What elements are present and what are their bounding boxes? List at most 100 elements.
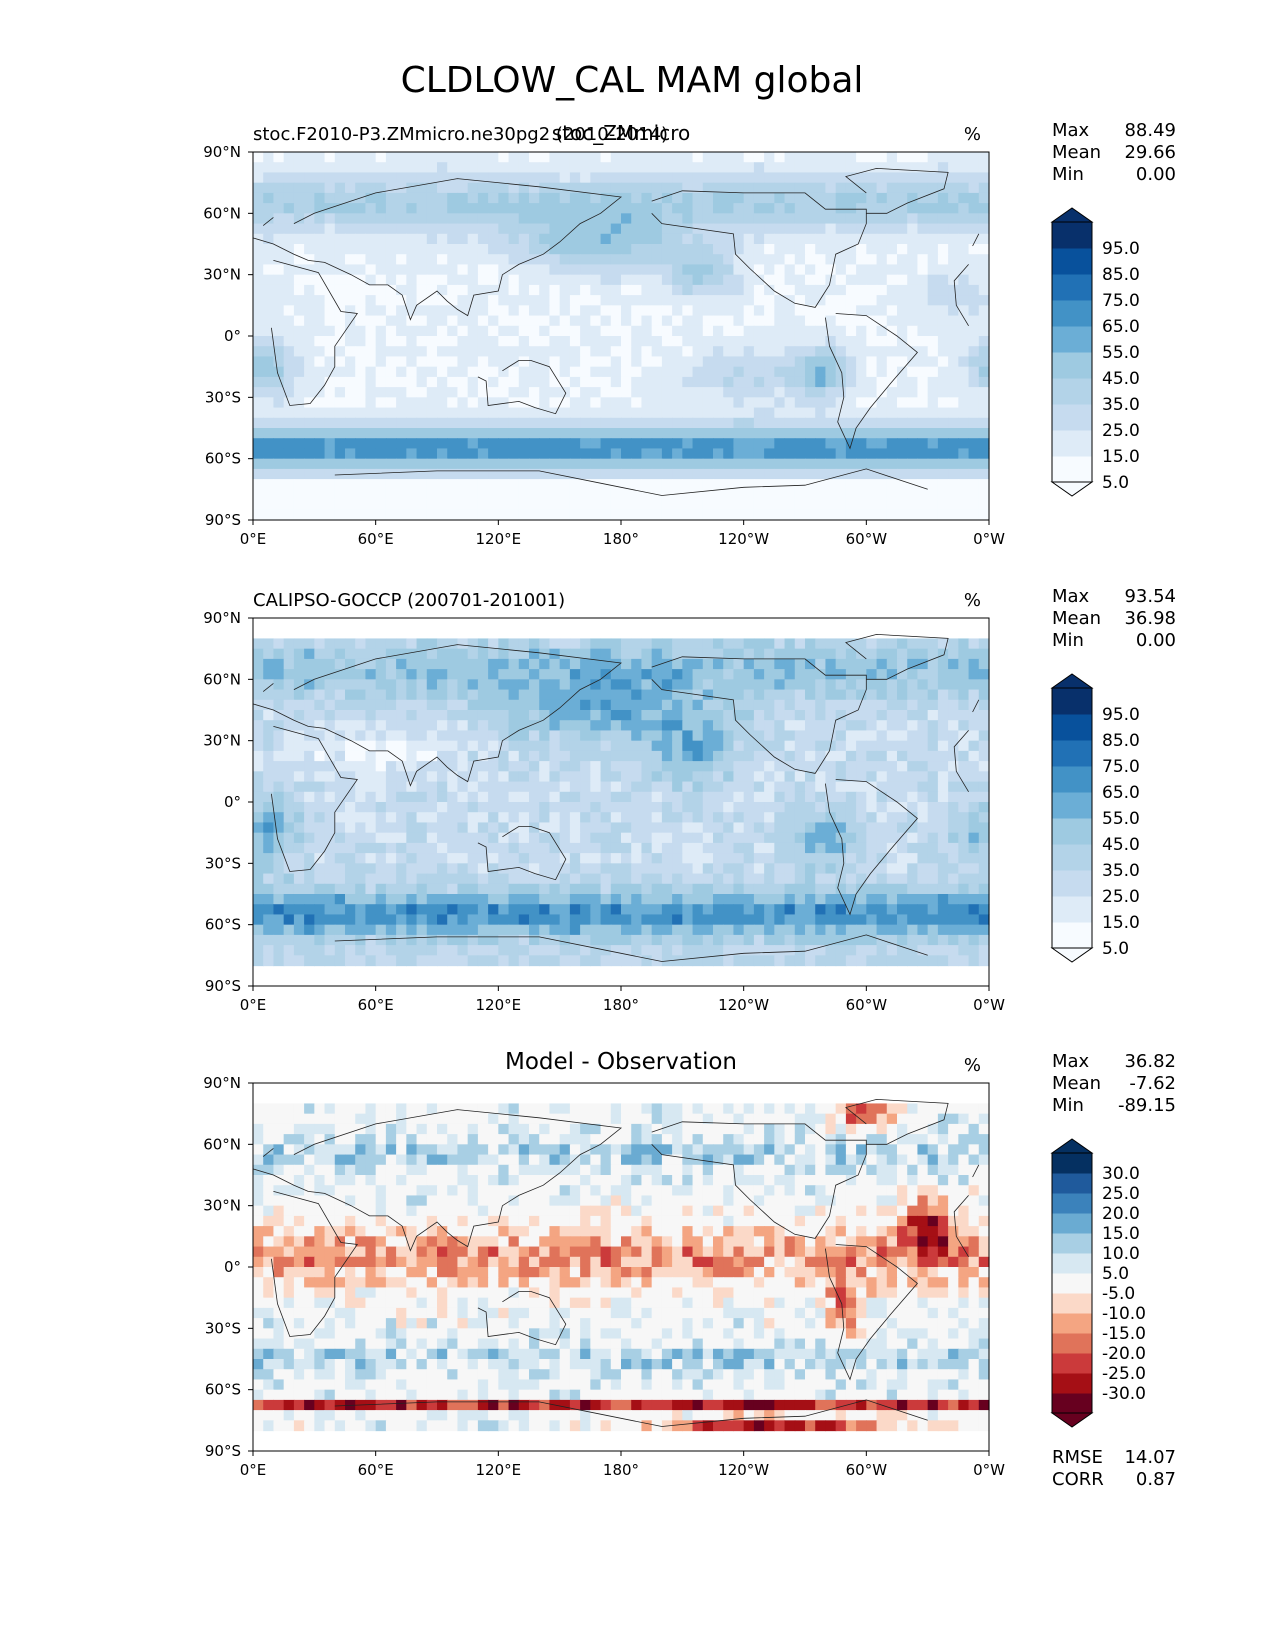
heatmap-cell: [559, 244, 571, 255]
heatmap-cell: [672, 489, 683, 501]
heatmap-cell: [621, 295, 632, 306]
heatmap-cell: [692, 417, 704, 429]
heatmap-cell: [978, 428, 990, 439]
heatmap-cell: [825, 417, 837, 429]
heatmap-cell: [508, 407, 520, 419]
heatmap-cell: [539, 832, 551, 844]
heatmap-cell: [794, 945, 806, 956]
heatmap-cell: [580, 842, 591, 854]
heatmap-cell: [385, 710, 397, 721]
heatmap-cell: [447, 699, 459, 711]
heatmap-cell: [958, 376, 970, 388]
heatmap-cell: [723, 233, 735, 245]
heatmap-cell: [406, 853, 418, 864]
heatmap-cell: [784, 172, 796, 184]
heatmap-cell: [845, 254, 857, 266]
heatmap-cell: [529, 832, 540, 844]
heatmap-cell: [253, 740, 264, 752]
heatmap-cell: [651, 325, 663, 337]
heatmap-cell: [477, 274, 489, 286]
heatmap-cell: [559, 366, 571, 378]
heatmap-cell: [927, 479, 939, 490]
heatmap-cell: [253, 945, 264, 956]
heatmap-cell: [641, 750, 653, 762]
heatmap-cell: [723, 750, 735, 762]
heatmap-cell: [713, 264, 724, 276]
heatmap-cell: [447, 648, 459, 660]
heatmap-cell: [856, 894, 867, 905]
heatmap-cell: [692, 934, 704, 946]
heatmap-cell: [682, 244, 694, 255]
heatmap-cell: [886, 832, 898, 844]
heatmap-cell: [559, 914, 571, 926]
heatmap-cell: [590, 295, 602, 306]
heatmap-cell: [794, 710, 806, 721]
heatmap-cell: [682, 172, 694, 184]
heatmap-cell: [692, 883, 704, 895]
heatmap-cell: [263, 346, 275, 358]
heatmap-cell: [559, 152, 571, 163]
heatmap-cell: [723, 904, 735, 916]
heatmap-cell: [845, 914, 857, 926]
heatmap-cell: [426, 172, 438, 184]
heatmap-cell: [406, 894, 418, 905]
heatmap-cell: [467, 346, 479, 358]
heatmap-cell: [549, 781, 561, 793]
heatmap-cell: [569, 904, 581, 916]
heatmap-cell: [825, 468, 837, 480]
heatmap-cell: [263, 458, 275, 470]
heatmap-cell: [508, 720, 520, 732]
heatmap-cell: [426, 924, 438, 936]
heatmap-cell: [794, 213, 806, 225]
heatmap-cell: [549, 904, 561, 916]
heatmap-cell: [447, 305, 459, 317]
heatmap-cell: [692, 853, 704, 864]
heatmap-cell: [917, 894, 929, 905]
heatmap-cell: [978, 458, 990, 470]
heatmap-cell: [886, 730, 898, 742]
heatmap-cell: [365, 417, 377, 429]
heatmap-cell: [743, 223, 755, 235]
heatmap-cell: [631, 802, 643, 813]
heatmap-cell: [682, 203, 694, 214]
heatmap-cell: [845, 244, 857, 255]
heatmap-cell: [375, 458, 387, 470]
heatmap-cell: [508, 366, 520, 378]
heatmap-cell: [774, 934, 786, 946]
heatmap-cell: [549, 914, 561, 926]
heatmap-cell: [723, 945, 735, 956]
heatmap-cell: [723, 284, 735, 296]
heatmap-cell: [958, 325, 970, 337]
heatmap-cell: [621, 254, 632, 266]
heatmap-cell: [437, 458, 448, 470]
heatmap-cell: [334, 904, 346, 916]
heatmap-cell: [385, 417, 397, 429]
heatmap-cell: [672, 832, 683, 844]
heatmap-cell: [661, 853, 673, 864]
heatmap-cell: [753, 346, 765, 358]
heatmap-cell: [293, 203, 305, 214]
heatmap-cell: [375, 448, 387, 460]
heatmap-cell: [590, 438, 602, 450]
heatmap-cell: [518, 346, 530, 358]
heatmap-cell: [661, 458, 673, 470]
heatmap-cell: [314, 822, 326, 834]
heatmap-cell: [815, 730, 827, 742]
heatmap-cell: [365, 479, 377, 490]
heatmap-cell: [866, 832, 878, 844]
heatmap-cell: [283, 192, 295, 204]
heatmap-cell: [549, 192, 561, 204]
heatmap-cell: [753, 791, 765, 803]
heatmap-cell: [886, 366, 898, 378]
heatmap-cell: [886, 945, 898, 956]
heatmap-cell: [682, 305, 694, 317]
heatmap-cell: [651, 458, 663, 470]
heatmap-cell: [948, 750, 959, 762]
heatmap-cell: [385, 295, 397, 306]
heatmap-cell: [437, 203, 448, 214]
heatmap-cell: [692, 658, 704, 670]
heatmap-cell: [621, 863, 632, 875]
heatmap-cell: [978, 658, 990, 670]
heatmap-cell: [457, 720, 469, 732]
heatmap-cell: [978, 397, 990, 409]
